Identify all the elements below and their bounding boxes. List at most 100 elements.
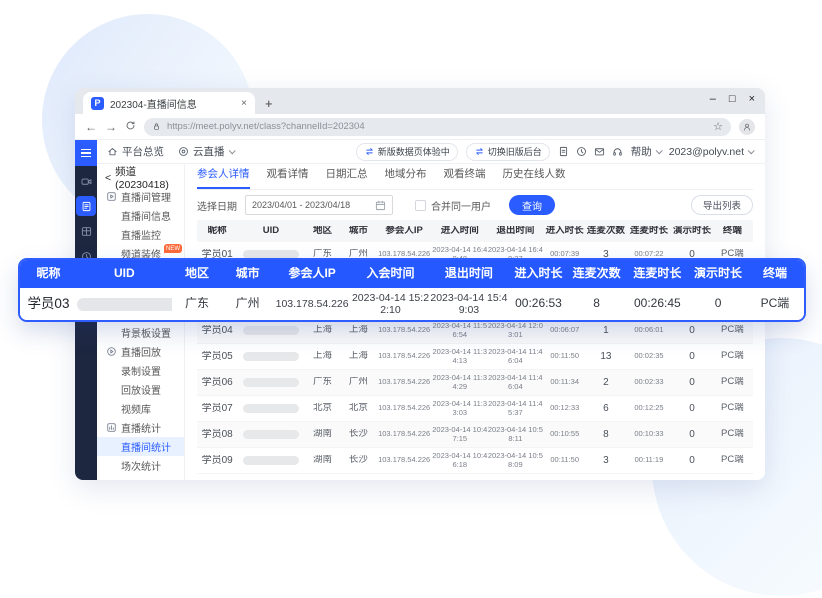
sidebar-item-录制设置[interactable]: 录制设置 [121, 367, 161, 378]
table-row-学员07: 学员07 北京 北京 103.178.54.226 2023-04-14 11:33:0… [197, 396, 753, 422]
tab-地域分布[interactable]: 地域分布 [384, 168, 427, 180]
sidebar-item-直播间信息[interactable]: 直播间信息 [121, 212, 171, 223]
cell-mic-count: 8 [603, 428, 609, 440]
cell-present-duration: 0 [689, 454, 695, 466]
mail-icon[interactable] [594, 146, 605, 157]
browser-tab-strip: P 202304-直播间信息 × + – □ × [75, 88, 765, 114]
tab-观看终端[interactable]: 观看终端 [443, 168, 486, 180]
maximize-button[interactable]: □ [728, 92, 736, 105]
cell-enter-time: 2023-04-14 15:22:10 [351, 291, 430, 316]
cell-city: 长沙 [348, 455, 368, 466]
browser-address-bar: ← → https://meet.polyv.net/class?channel… [75, 114, 765, 140]
new-version-pill[interactable]: 新版数据页体验中 [355, 142, 458, 161]
cell-mic-count: 6 [603, 402, 609, 414]
cell-uid [237, 404, 304, 413]
cell-enter-time: 2023-04-14 11:56:54 [432, 321, 488, 339]
sidebar-item-回放设置[interactable]: 回放设置 [121, 386, 161, 397]
refresh-icon[interactable] [125, 120, 136, 133]
bookmark-star-icon[interactable]: ☆ [713, 121, 723, 133]
sidebar-item-视频库[interactable]: 视频库 [121, 405, 151, 416]
nav-platform-overview[interactable]: 平台总览 [107, 144, 164, 159]
column-header-nickname: 昵称 [207, 225, 227, 236]
back-icon[interactable]: ← [85, 119, 97, 134]
sidebar-group-直播统计[interactable]: 直播统计 [97, 418, 184, 437]
cell-city: 广州 [348, 249, 368, 260]
merge-user-checkbox[interactable] [415, 199, 426, 211]
close-button[interactable]: × [748, 92, 755, 105]
cell-ip: 103.178.54.226 [378, 250, 431, 259]
merge-user-option: 合并同一用户 [415, 198, 491, 213]
tab-参会人详情[interactable]: 参会人详情 [197, 166, 250, 189]
cell-region: 上海 [313, 325, 333, 336]
column-header-mic-count: 连麦次数 [586, 225, 625, 236]
cell-mic-duration: 00:07:22 [634, 250, 664, 259]
tab-close-icon[interactable]: × [241, 97, 247, 109]
forward-icon[interactable]: → [105, 119, 117, 134]
uid-redacted-pill [242, 250, 299, 259]
cell-nickname: 学员03 [27, 296, 70, 312]
browser-profile-avatar[interactable] [739, 118, 755, 135]
cell-present-duration: 0 [689, 376, 695, 388]
cell-region: 广东 [185, 297, 210, 311]
help-menu[interactable]: 帮助 [631, 144, 663, 159]
cell-duration: 00:12:33 [550, 404, 580, 413]
header-icons [558, 146, 623, 157]
table-row-学员06: 学员06 广东 广州 103.178.54.226 2023-04-14 11:34:2… [197, 370, 753, 396]
cell-terminal: PC端 [721, 429, 744, 440]
column-header-exit-time: 退出时间 [444, 267, 493, 281]
account-menu[interactable]: 2023@polyv.net [669, 146, 755, 158]
time-icon[interactable] [576, 146, 587, 157]
export-list-button[interactable]: 导出列表 [690, 195, 753, 215]
cell-nickname: 学员04 [201, 324, 233, 336]
sidebar-group-直播回放[interactable]: 直播回放 [97, 342, 184, 361]
cell-mic-duration: 00:10:33 [634, 430, 664, 439]
column-header-duration: 进入时长 [514, 267, 563, 281]
cell-enter-time: 2023-04-14 11:34:29 [432, 373, 488, 391]
cell-mic-count: 3 [603, 248, 609, 260]
file-icon[interactable] [558, 146, 569, 157]
url-field[interactable]: https://meet.polyv.net/class?channelId=2… [144, 117, 731, 136]
rail-layout-icon[interactable] [76, 221, 96, 241]
menu-icon[interactable] [75, 140, 97, 166]
headset-icon[interactable] [612, 146, 623, 157]
tab-历史在线人数[interactable]: 历史在线人数 [502, 168, 566, 180]
table-row-学员05: 学员05 上海 上海 103.178.54.226 2023-04-14 11:34:1… [197, 344, 753, 370]
sidebar-item-频道装修[interactable]: 频道装修 NEW [121, 244, 182, 261]
cell-mic-count: 2 [603, 376, 609, 388]
cell-ip: 103.178.54.226 [378, 456, 431, 465]
sidebar-item-场次统计[interactable]: 场次统计 [121, 462, 161, 473]
swap-icon [474, 146, 485, 157]
cell-present-duration: 0 [689, 402, 695, 414]
channel-back[interactable]: < 频道(20230418) [105, 166, 169, 191]
cell-duration: 00:11:50 [550, 352, 579, 361]
uid-redacted-pill [242, 404, 299, 413]
minimize-button[interactable]: – [709, 92, 716, 105]
home-icon [107, 146, 118, 157]
nav-cloud-live[interactable]: 云直播 [178, 144, 236, 159]
cell-ip: 103.178.54.226 [378, 352, 431, 361]
query-button[interactable]: 查询 [509, 195, 555, 215]
rail-camera-icon[interactable] [76, 171, 96, 191]
cell-mic-duration: 00:26:45 [633, 297, 681, 311]
new-tab-button[interactable]: + [265, 96, 273, 111]
switch-legacy-pill[interactable]: 切换旧版后台 [465, 142, 550, 161]
cell-mic-duration: 00:06:01 [634, 326, 664, 335]
sidebar-item-直播监控[interactable]: 直播监控 [121, 231, 161, 242]
cell-exit-time: 2023-04-14 10:58:11 [487, 425, 543, 443]
tab-日期汇总[interactable]: 日期汇总 [325, 168, 368, 180]
date-range-input[interactable]: 2023/04/01 - 2023/04/18 [245, 195, 393, 215]
column-header-nickname: 昵称 [36, 267, 61, 281]
column-header-ip: 参会人IP [288, 267, 336, 281]
cell-uid [237, 352, 304, 361]
cell-city: 北京 [348, 403, 368, 414]
cell-duration: 00:10:55 [550, 430, 580, 439]
sidebar-item-背景板设置[interactable]: 背景板设置 [121, 329, 171, 340]
browser-tab[interactable]: P 202304-直播间信息 × [83, 92, 255, 114]
sidebar-group-直播间管理[interactable]: 直播间管理 [97, 187, 184, 206]
cell-nickname: 学员07 [201, 402, 233, 414]
cell-mic-duration: 00:02:35 [634, 352, 664, 361]
uid-redacted-pill [76, 297, 172, 311]
tab-观看详情[interactable]: 观看详情 [266, 168, 309, 180]
rail-document-icon[interactable] [76, 196, 96, 216]
sidebar-item-直播间统计[interactable]: 直播间统计 [97, 437, 184, 456]
